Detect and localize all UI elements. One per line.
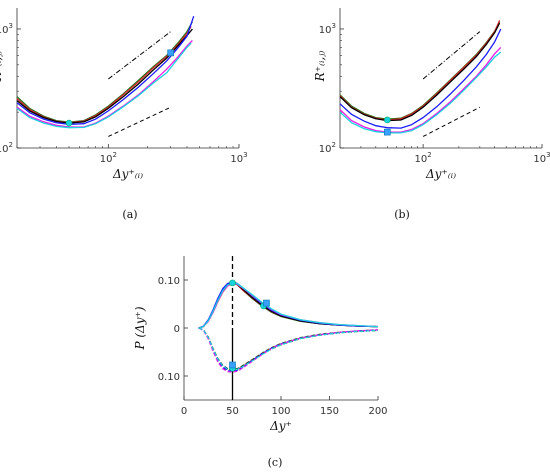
square-marker xyxy=(263,299,270,307)
y-tick-label: 102 xyxy=(319,141,336,155)
upper-series-line-6 xyxy=(198,282,379,329)
y-tick-label: 103 xyxy=(319,22,336,36)
x-tick-label: 102 xyxy=(100,151,117,165)
lower-series-line-3 xyxy=(198,327,379,371)
lower-series-line-1 xyxy=(198,327,379,371)
upper-series-line-2 xyxy=(198,282,379,329)
series-line-6 xyxy=(16,42,192,129)
panel-b: 102 103 102 103 Δy⁺₍ᵢ₎ R⁺₍ᵢ,ⱼ₎ xyxy=(313,8,550,181)
square-marker xyxy=(384,128,391,136)
x-tick-label: 150 xyxy=(320,406,339,417)
series-line-5 xyxy=(339,46,502,133)
x-axis-label: Δy⁺₍ᵢ₎ xyxy=(425,167,456,181)
x-tick-label: 50 xyxy=(226,406,239,417)
x-axis-label: Δy⁺₍ᵢ₎ xyxy=(112,167,143,181)
series-line-2 xyxy=(339,20,501,121)
y-axis-label: R⁺₍ᵢ,ⱼ₎ xyxy=(0,51,4,83)
lower-series-line-4 xyxy=(198,327,379,372)
series-line-1 xyxy=(339,21,501,120)
series-line-5 xyxy=(16,40,193,128)
reference-line-dashed xyxy=(108,106,171,137)
panel-c: 0 50 100 150 200 0.10 0 0.10 Δy⁺ P (Δy⁺) xyxy=(133,256,388,433)
x-tick-label: 200 xyxy=(368,406,387,417)
y-axis-label: P (Δy⁺) xyxy=(133,306,147,350)
y-tick-label: 0.10 xyxy=(158,372,180,383)
lower-series-line-5 xyxy=(198,327,379,373)
series-line-3 xyxy=(339,22,501,122)
square-marker xyxy=(167,49,174,57)
square-marker xyxy=(229,361,236,369)
panel-c-caption: (c) xyxy=(268,456,283,469)
x-tick-label: 100 xyxy=(271,406,290,417)
x-tick-label: 102 xyxy=(415,151,432,165)
upper-series-line-1 xyxy=(198,282,379,329)
x-tick-label: 103 xyxy=(230,151,247,165)
x-tick-label: 0 xyxy=(181,406,187,417)
panel-a-caption: (a) xyxy=(122,208,137,221)
x-axis-label: Δy⁺ xyxy=(269,419,292,433)
panel-b-caption: (b) xyxy=(394,208,410,221)
circle-marker xyxy=(65,119,73,127)
series-line-3 xyxy=(16,28,193,124)
circle-marker xyxy=(384,116,391,124)
lower-series-line-6 xyxy=(198,327,379,371)
lower-series-line-2 xyxy=(198,327,379,371)
series-line-1 xyxy=(16,21,193,123)
reference-line-dashed xyxy=(422,106,481,137)
series-line-6 xyxy=(339,51,502,134)
y-tick-label: 102 xyxy=(0,141,13,155)
series-line-4 xyxy=(16,15,195,126)
reference-line-dashdot xyxy=(108,31,171,80)
y-tick-label: 0 xyxy=(174,324,180,335)
y-axis-label: R⁺₍ᵢ,ⱼ₎ xyxy=(313,51,327,83)
circle-marker xyxy=(229,279,236,287)
y-tick-label: 103 xyxy=(0,22,13,36)
y-tick-label: 0.10 xyxy=(158,276,180,287)
reference-line-dashdot xyxy=(422,31,481,80)
panel-a: 102 103 102 103 Δy⁺₍ᵢ₎ R⁺₍ᵢ,ⱼ₎ xyxy=(0,8,248,181)
x-tick-label: 103 xyxy=(533,151,550,165)
series-line-4 xyxy=(339,28,502,129)
upper-series-line-5 xyxy=(198,282,379,329)
